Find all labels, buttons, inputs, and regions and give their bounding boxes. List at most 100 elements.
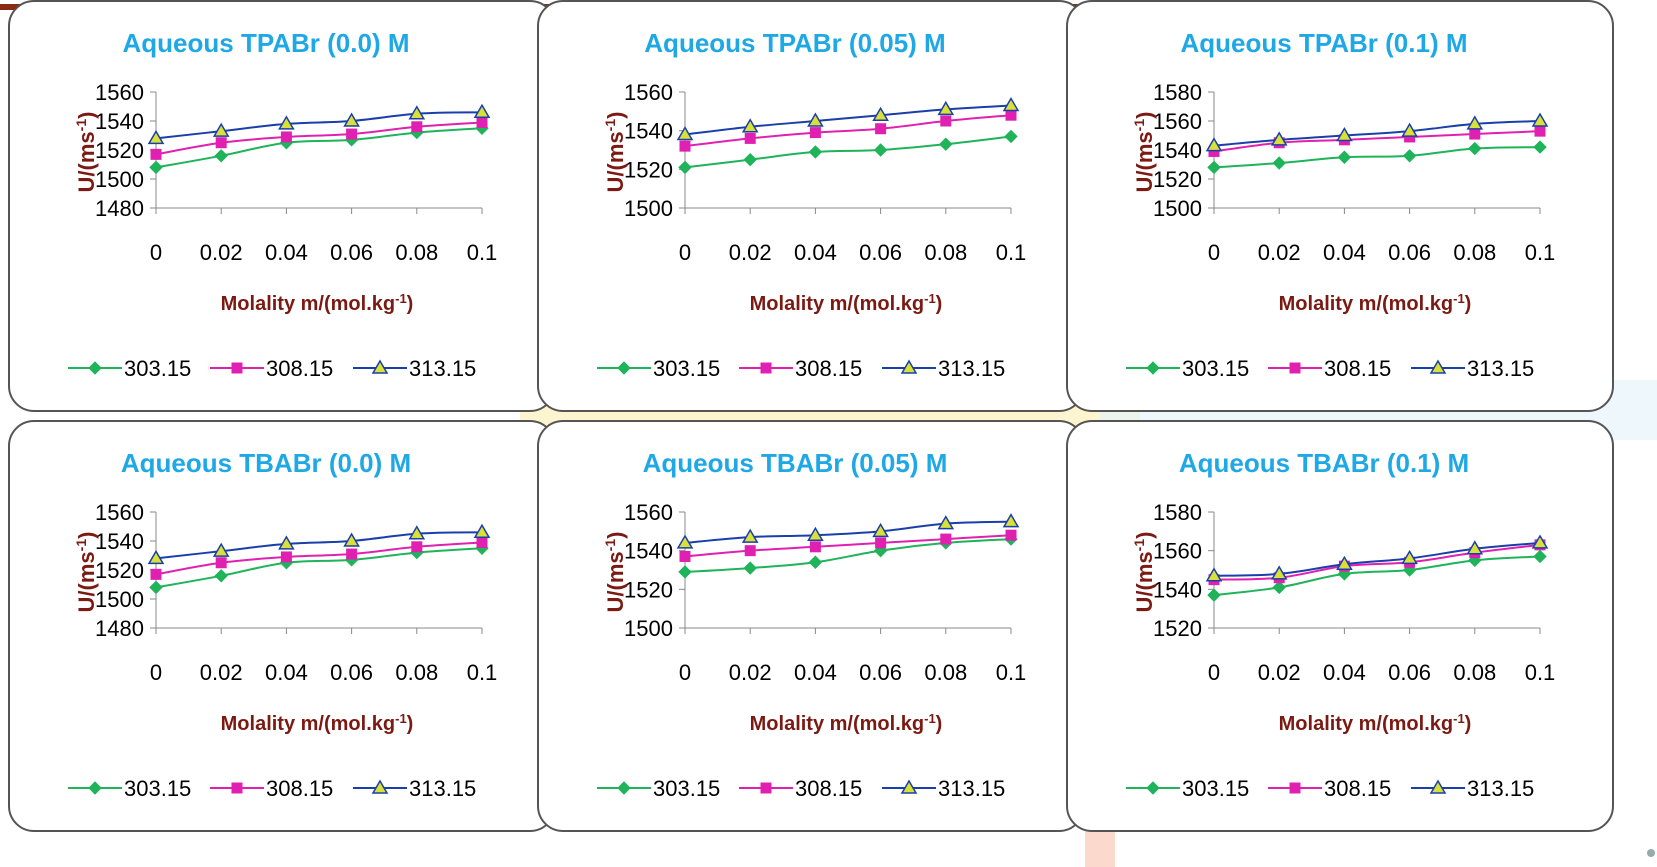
y-tick-label: 1480 <box>95 616 144 641</box>
y-tick-label: 1500 <box>1153 196 1202 221</box>
data-point <box>741 528 759 543</box>
x-tick-label: 0.02 <box>729 660 772 685</box>
x-tick-label: 0 <box>150 660 162 685</box>
legend-marker <box>231 362 243 374</box>
data-point <box>676 534 694 549</box>
x-tick-label: 0.04 <box>1323 240 1366 265</box>
data-point <box>214 569 228 583</box>
legend-marker <box>1146 361 1160 375</box>
legend-marker <box>88 361 102 375</box>
y-tick-label: 1520 <box>95 558 144 583</box>
data-point <box>679 140 691 152</box>
x-tick-label: 0.08 <box>395 240 438 265</box>
legend-marker <box>1429 359 1447 374</box>
data-point <box>1468 141 1482 156</box>
data-point <box>1401 122 1418 137</box>
x-tick-label: 0.06 <box>1388 660 1431 685</box>
data-point <box>214 149 228 163</box>
x-tick-label: 0.04 <box>265 240 308 265</box>
data-point <box>1005 109 1017 121</box>
x-tick-label: 0 <box>679 660 691 685</box>
line-chart: Aqueous TPABr (0.1) M 1500 1520 1540 1560 158… <box>1126 28 1555 381</box>
legend-label: 313.15 <box>1467 356 1534 381</box>
series-line <box>684 114 1012 148</box>
data-point <box>473 523 491 539</box>
legend-marker <box>1289 362 1301 374</box>
data-point <box>807 526 824 541</box>
legend-item: 303.15 <box>1126 776 1249 801</box>
x-tick-label: 0.08 <box>924 240 967 265</box>
legend-marker <box>88 781 102 795</box>
y-tick-label: 1560 <box>624 500 673 525</box>
legend-item: 303.15 <box>68 356 191 381</box>
data-point <box>1207 160 1221 175</box>
data-point <box>212 122 230 137</box>
data-point <box>150 148 162 160</box>
x-axis-label: Molality m/(mol.kg-1) <box>750 291 943 316</box>
legend-item: 303.15 <box>597 776 720 801</box>
y-axis-label: U/(ms-1) <box>1131 532 1157 613</box>
y-axis-label: U/(ms-1) <box>73 112 99 193</box>
y-tick-label: 1520 <box>1153 616 1202 641</box>
legend-marker <box>371 359 389 374</box>
legend-marker <box>231 782 243 794</box>
y-axis-label: U/(ms-1) <box>602 532 628 613</box>
y-axis-label: U/(ms-1) <box>1131 112 1157 193</box>
data-point <box>1272 156 1286 170</box>
legend-label: 303.15 <box>1182 776 1249 801</box>
x-tick-label: 0.04 <box>265 660 308 685</box>
x-tick-label: 0.06 <box>859 660 902 685</box>
x-tick-label: 0.02 <box>729 240 772 265</box>
y-tick-label: 1560 <box>1153 539 1202 564</box>
data-point <box>149 160 163 175</box>
data-point <box>1533 140 1547 154</box>
legend-item: 308.15 <box>1268 356 1391 381</box>
y-tick-label: 1540 <box>624 539 673 564</box>
legend-item: 313.15 <box>1411 776 1534 801</box>
legend-label: 308.15 <box>1324 356 1391 381</box>
data-point <box>940 115 952 127</box>
legend-item: 308.15 <box>739 776 862 801</box>
data-point <box>744 132 756 144</box>
data-point <box>743 561 757 575</box>
data-point <box>1402 149 1417 163</box>
series-line <box>155 111 483 140</box>
legend-item: 308.15 <box>210 776 333 801</box>
data-point <box>476 536 488 548</box>
chart-panel: Aqueous TBABr (0.1) M 1520 1540 1560 1580 0 0.… <box>1066 420 1614 832</box>
data-point <box>1270 565 1288 580</box>
x-tick-label: 0.08 <box>1453 660 1496 685</box>
x-tick-label: 0.02 <box>1258 240 1301 265</box>
data-point <box>1466 540 1484 555</box>
series-line <box>155 547 483 589</box>
series-line <box>155 531 483 560</box>
legend-label: 308.15 <box>266 776 333 801</box>
x-tick-label: 0.08 <box>924 660 967 685</box>
x-tick-label: 0.08 <box>395 660 438 685</box>
series-line <box>1213 541 1541 577</box>
data-point <box>1534 125 1546 137</box>
y-tick-label: 1500 <box>624 616 673 641</box>
legend-item: 303.15 <box>597 356 720 381</box>
page-corner-mark <box>1647 849 1655 857</box>
y-tick-label: 1560 <box>95 80 144 105</box>
legend-label: 313.15 <box>1467 776 1534 801</box>
data-point <box>278 535 295 550</box>
data-point <box>1533 549 1547 564</box>
legend-item: 313.15 <box>882 356 1005 381</box>
data-point <box>476 116 488 128</box>
legend-label: 308.15 <box>1324 776 1391 801</box>
x-tick-label: 0.06 <box>330 660 373 685</box>
data-point <box>741 118 759 133</box>
data-point <box>1207 588 1221 602</box>
y-tick-label: 1540 <box>95 529 144 554</box>
series-line <box>684 520 1012 544</box>
y-tick-label: 1500 <box>95 587 144 612</box>
x-tick-label: 0.02 <box>1258 660 1301 685</box>
data-point <box>1205 137 1223 152</box>
data-point <box>1270 131 1288 146</box>
x-axis-label: Molality m/(mol.kg-1) <box>1279 291 1472 316</box>
chart-title: Aqueous TPABr (0.05) M <box>644 28 945 58</box>
data-point <box>678 565 692 579</box>
data-point <box>875 123 887 135</box>
